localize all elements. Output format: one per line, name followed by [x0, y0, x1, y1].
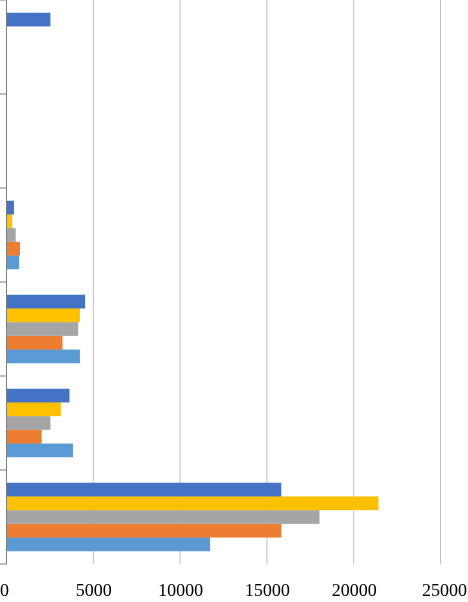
bar-group-0-series-2: [7, 510, 320, 524]
bar-group-1-series-0: [7, 443, 73, 458]
bar-group-3-series-3: [7, 214, 13, 229]
bar-group-2-series-1: [7, 335, 63, 350]
bar-group-0-series-1: [7, 523, 282, 538]
x-tick-label-2: 10000: [158, 580, 203, 600]
bar-group-5-series-4: [7, 12, 51, 27]
bar-group-1-series-1: [7, 429, 42, 444]
bar-group-2-series-3: [7, 308, 80, 323]
bar-group-3-series-2: [7, 228, 16, 242]
x-tick-label-0: 0: [0, 580, 9, 600]
bar-group-2-series-0: [7, 349, 80, 364]
bar-group-0-series-3: [7, 496, 379, 511]
bar-group-2-series-2: [7, 322, 79, 336]
bar-group-2-series-4: [7, 294, 86, 309]
bar-group-3-series-4: [7, 200, 14, 215]
bar-group-1-series-3: [7, 402, 61, 417]
x-axis-tick-labels: 0 5000 10000 15000 20000 25000: [0, 580, 467, 600]
bar-group-1-series-2: [7, 416, 51, 430]
bar-group-3-series-1: [7, 241, 21, 256]
bar-group-1-series-4: [7, 388, 70, 403]
x-tick-label-3: 15000: [245, 580, 290, 600]
x-tick-label-4: 20000: [332, 580, 377, 600]
x-tick-label-5: 25000: [422, 580, 467, 600]
bar-group-0-series-4: [7, 482, 282, 497]
x-tick-label-1: 5000: [76, 580, 112, 600]
bar-group-0-series-0: [7, 537, 211, 552]
bars: [7, 12, 379, 552]
gridlines: [92, 0, 441, 564]
category-axis: [0, 0, 7, 565]
bar-group-3-series-0: [7, 255, 20, 270]
